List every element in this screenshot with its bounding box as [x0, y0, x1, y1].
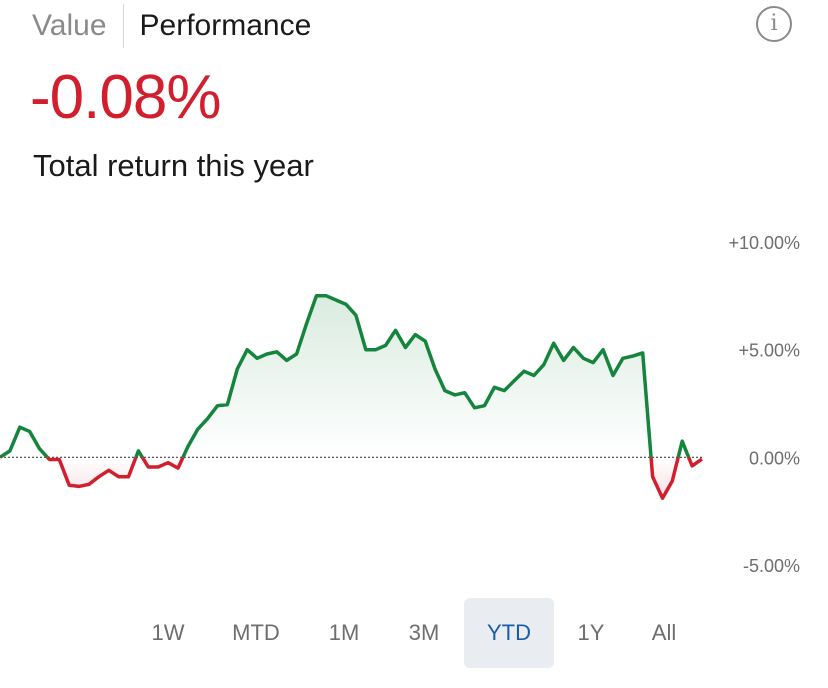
time-range-selector: 1W MTD 1M 3M YTD 1Y All: [128, 598, 700, 668]
info-icon-glyph: i: [770, 11, 778, 36]
performance-chart: +10.00% +5.00% 0.00% -5.00%: [0, 233, 800, 576]
tab-performance[interactable]: Performance: [139, 9, 312, 42]
range-3m[interactable]: 3M: [408, 620, 440, 645]
tab-value[interactable]: Value: [32, 9, 107, 42]
y-tick-label: +5.00%: [738, 341, 800, 361]
range-1w[interactable]: 1W: [151, 620, 185, 645]
range-all[interactable]: All: [651, 620, 677, 645]
negative-area: [47, 457, 702, 499]
range-1m[interactable]: 1M: [328, 620, 360, 645]
total-return-label: Total return this year: [33, 148, 314, 183]
range-1y[interactable]: 1Y: [577, 620, 605, 645]
positive-area: [0, 295, 702, 458]
series-line-positive: [0, 294, 691, 458]
view-tabs: Value Performance: [32, 4, 311, 48]
y-tick-label: -5.00%: [743, 556, 800, 576]
tab-divider: [122, 4, 124, 48]
y-tick-label: 0.00%: [749, 448, 800, 468]
range-mtd[interactable]: MTD: [232, 620, 280, 645]
y-tick-label: +10.00%: [728, 233, 800, 253]
info-icon[interactable]: i: [756, 6, 792, 42]
series-line-negative: [0, 457, 703, 500]
range-ytd[interactable]: YTD: [464, 598, 554, 668]
total-return-value: -0.08%: [30, 63, 221, 132]
